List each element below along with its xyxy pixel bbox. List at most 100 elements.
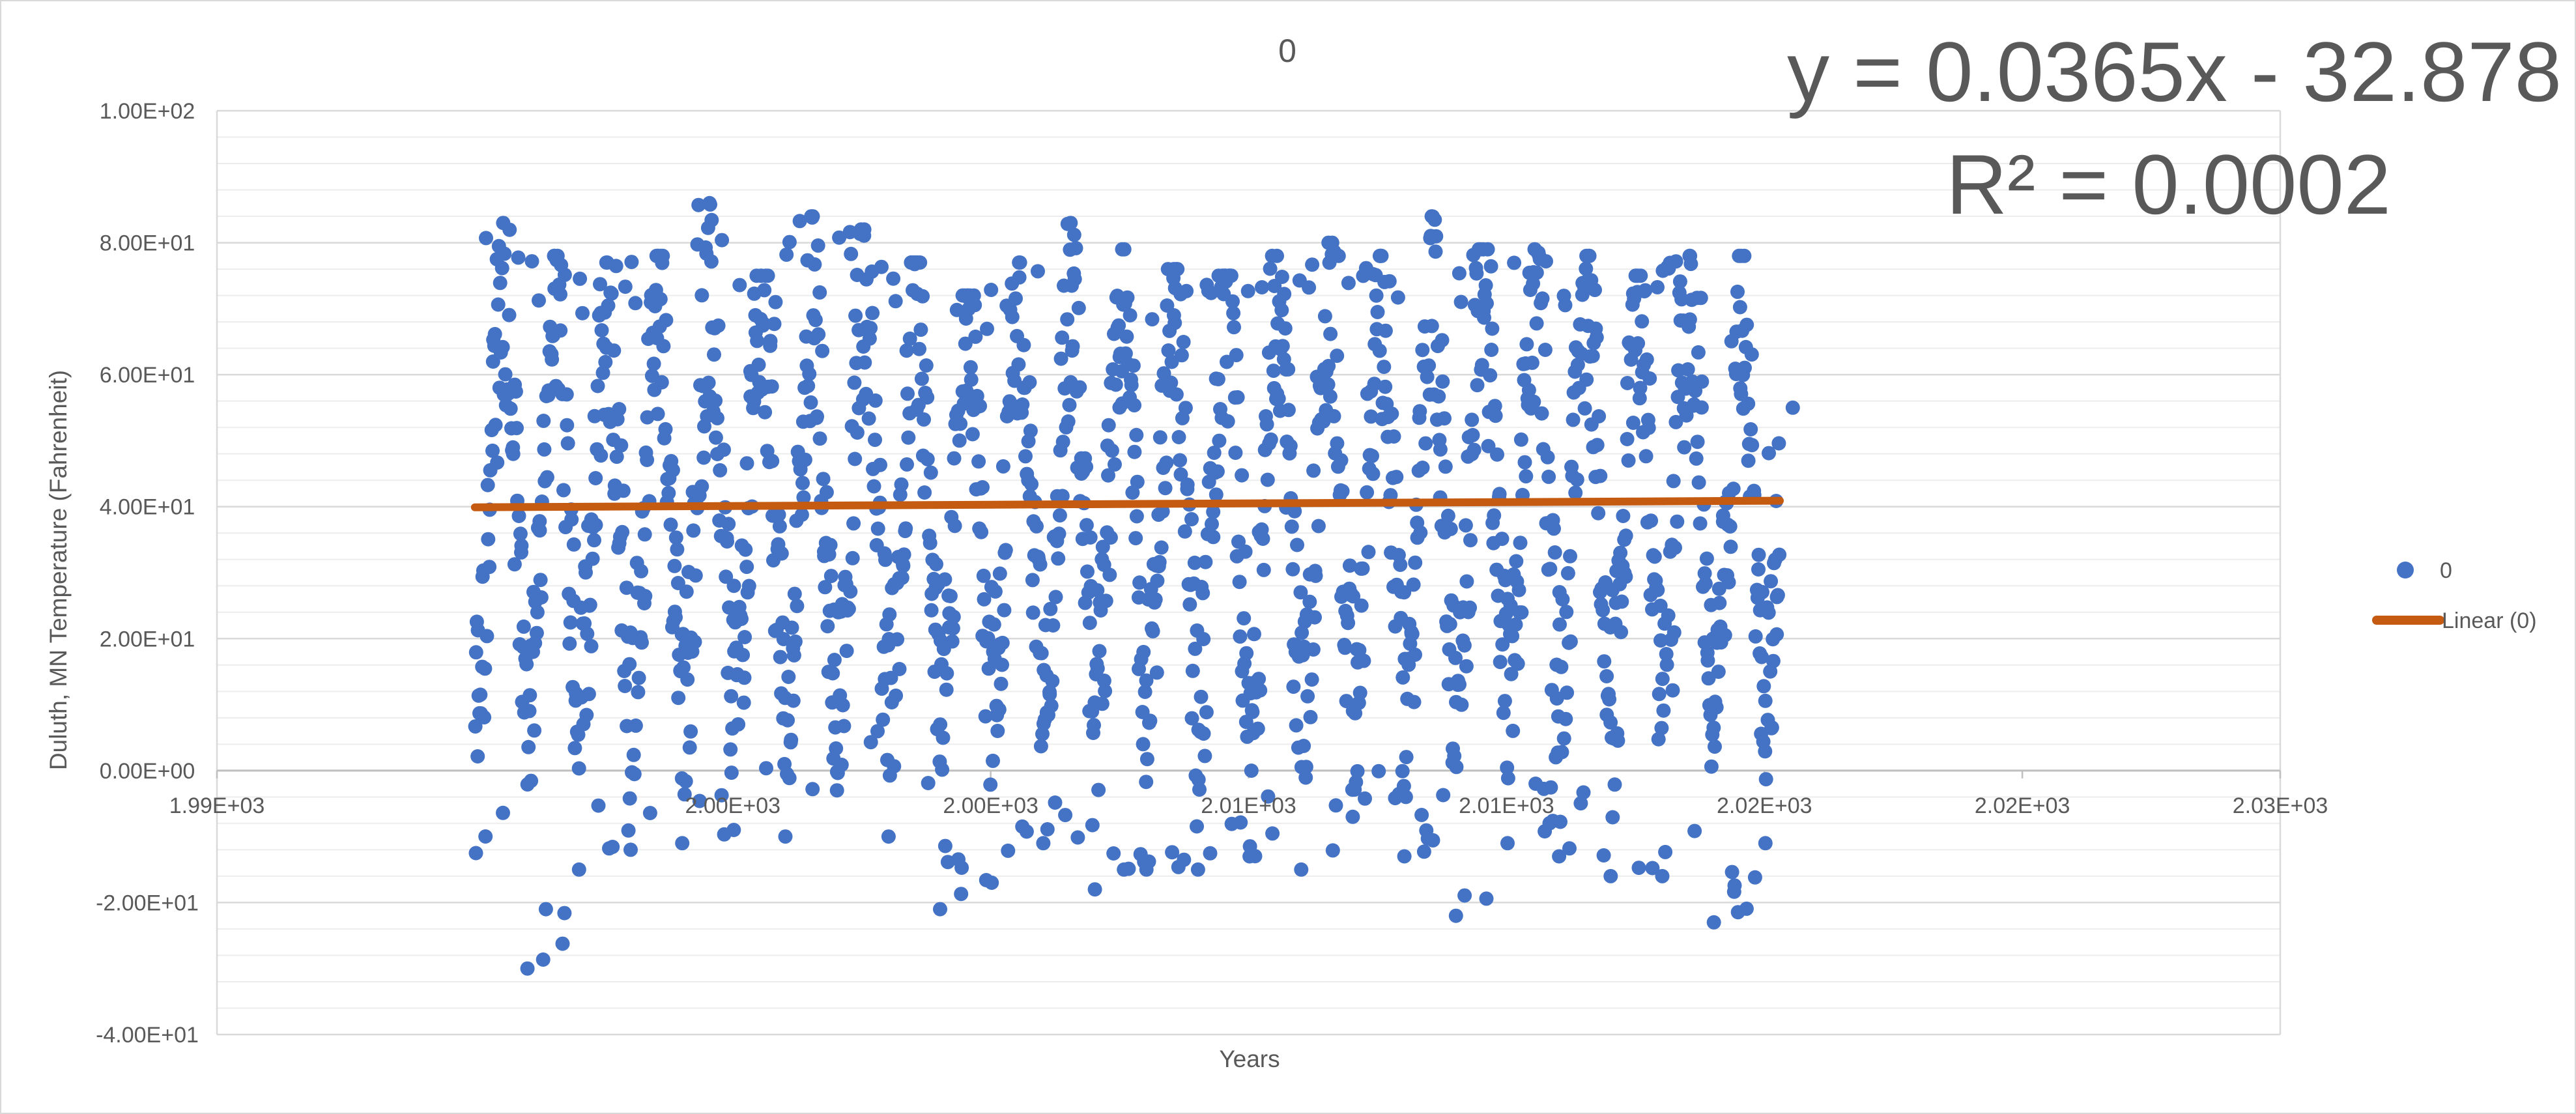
data-point: [782, 235, 797, 250]
data-point: [1393, 558, 1408, 572]
data-point: [1185, 663, 1200, 678]
data-point: [1366, 466, 1381, 481]
data-point: [619, 580, 634, 595]
data-point: [1480, 296, 1494, 311]
data-point: [1060, 312, 1075, 327]
data-point: [1638, 283, 1653, 298]
data-point: [1616, 509, 1631, 523]
data-point: [1317, 309, 1332, 324]
data-point: [1689, 451, 1704, 466]
data-point: [1377, 360, 1392, 375]
data-point: [1496, 706, 1511, 721]
data-point: [1425, 833, 1440, 848]
data-point: [964, 372, 979, 387]
data-point: [778, 829, 793, 844]
data-point: [945, 621, 960, 636]
data-point: [1682, 248, 1697, 263]
data-point: [1187, 555, 1202, 570]
data-point: [857, 222, 872, 237]
data-point: [537, 442, 552, 457]
data-point: [1233, 815, 1248, 830]
data-point: [1708, 739, 1722, 754]
data-point: [953, 416, 968, 431]
axes: [216, 111, 2282, 1035]
data-point: [1108, 457, 1122, 472]
data-point: [1758, 836, 1773, 851]
data-point: [1102, 567, 1117, 582]
data-point: [1108, 377, 1123, 392]
data-point: [818, 580, 833, 595]
data-point: [1009, 291, 1023, 306]
data-point: [1706, 721, 1721, 735]
data-point: [1098, 593, 1113, 608]
data-point: [841, 601, 856, 616]
data-point: [579, 707, 594, 722]
y-tick-label: 6.00E+01: [100, 363, 195, 388]
data-point: [1751, 547, 1766, 562]
data-point: [1306, 642, 1321, 657]
data-point: [1459, 659, 1474, 674]
data-point: [1504, 666, 1519, 681]
data-point: [1563, 549, 1577, 564]
data-point: [683, 724, 698, 739]
data-point: [634, 564, 649, 578]
data-point: [587, 533, 601, 548]
x-tick-label: 2.00E+03: [943, 793, 1038, 818]
data-point: [1212, 433, 1227, 448]
data-point: [1771, 436, 1786, 451]
data-point: [896, 547, 911, 562]
data-point: [571, 761, 586, 776]
data-point: [1390, 290, 1405, 305]
data-point: [739, 560, 754, 575]
data-point: [646, 356, 661, 371]
data-point: [579, 565, 593, 580]
data-point: [773, 650, 788, 664]
data-point: [622, 657, 637, 672]
data-point: [1691, 345, 1706, 360]
data-point: [650, 407, 665, 421]
data-point: [1058, 808, 1073, 823]
data-point: [1154, 540, 1169, 555]
data-point: [1298, 770, 1313, 785]
data-point: [628, 718, 643, 733]
data-point: [529, 625, 544, 640]
data-point: [1511, 582, 1526, 597]
data-point: [1680, 362, 1695, 377]
data-point: [998, 543, 1013, 558]
data-point: [861, 411, 876, 426]
data-point: [1566, 412, 1581, 427]
data-point: [1129, 509, 1144, 524]
data-point: [563, 615, 578, 630]
data-point: [1283, 438, 1298, 453]
data-point: [868, 393, 883, 408]
data-point: [1764, 574, 1779, 589]
data-point: [980, 631, 995, 646]
data-point: [1448, 650, 1463, 665]
data-point: [1570, 358, 1585, 372]
data-point: [986, 753, 1000, 768]
data-point: [1124, 378, 1139, 393]
data-point: [1418, 436, 1433, 451]
data-point: [496, 216, 511, 231]
data-point: [1139, 862, 1154, 877]
data-point: [1596, 848, 1611, 863]
data-point: [736, 695, 751, 710]
data-point: [1517, 455, 1532, 470]
data-point: [1311, 519, 1326, 534]
data-point: [1184, 512, 1199, 526]
data-point: [1697, 566, 1712, 581]
data-point: [1158, 481, 1173, 496]
data-point: [1607, 777, 1622, 792]
data-point: [737, 670, 752, 685]
data-point: [497, 246, 512, 261]
data-point: [1164, 375, 1179, 390]
data-point: [1115, 242, 1130, 257]
data-point: [658, 421, 673, 436]
data-point: [1500, 836, 1515, 851]
data-point: [921, 776, 936, 790]
data-point: [1754, 650, 1769, 664]
data-point: [995, 459, 1010, 474]
data-point: [1220, 414, 1235, 429]
data-point: [708, 430, 723, 445]
x-axis-title: Years: [1219, 1046, 1280, 1072]
